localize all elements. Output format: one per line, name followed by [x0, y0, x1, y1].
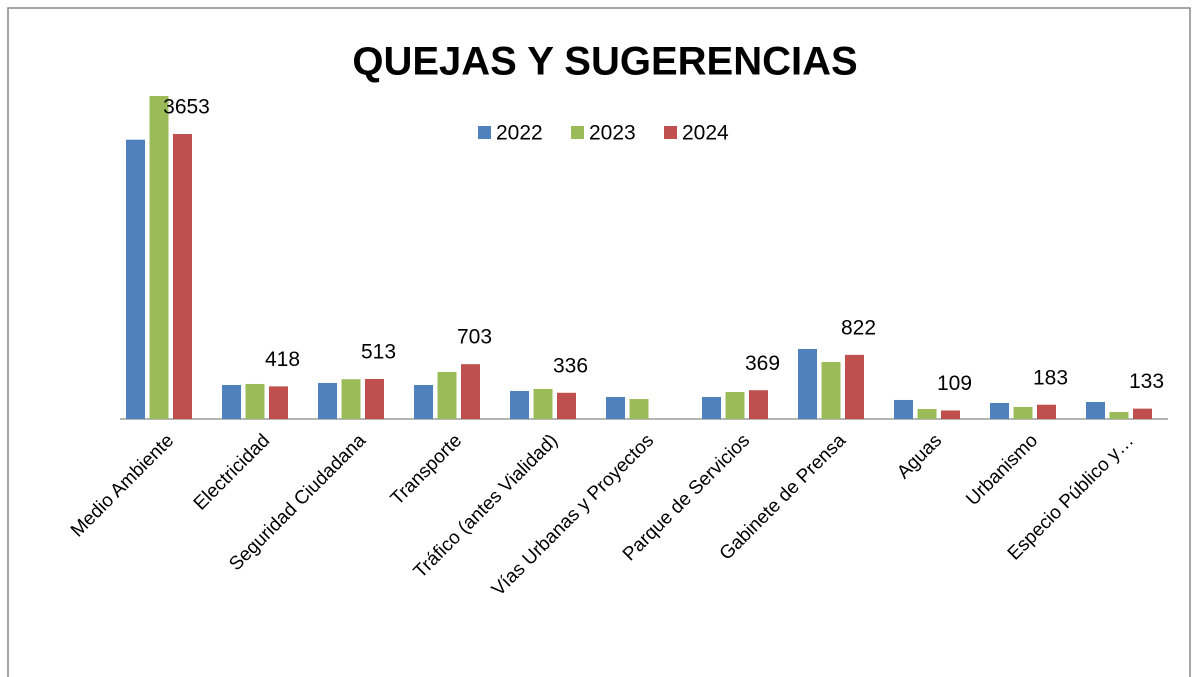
bar [269, 386, 288, 419]
bar [941, 410, 960, 419]
chart-title: QUEJAS Y SUGERENCIAS [352, 40, 857, 84]
data-label: 183 [1033, 366, 1068, 389]
bar [1013, 406, 1033, 419]
bar [222, 384, 241, 419]
data-label: 109 [937, 372, 972, 395]
bar [845, 354, 864, 419]
bar [798, 349, 817, 419]
legend-label: 2023 [589, 122, 636, 145]
legend-swatch [478, 126, 491, 139]
bar [414, 384, 433, 419]
data-label: 133 [1129, 370, 1164, 393]
bar [149, 96, 169, 419]
bar [557, 392, 576, 419]
data-label: 418 [265, 348, 300, 371]
data-label: 822 [841, 316, 876, 339]
legend-swatch [664, 126, 677, 139]
legend-swatch [571, 126, 584, 139]
bar [173, 133, 192, 419]
chart-frame [7, 7, 1191, 677]
bar [1037, 404, 1056, 419]
bar [1133, 408, 1152, 419]
legend-label: 2024 [682, 122, 729, 145]
bar [126, 139, 145, 419]
bar [510, 390, 529, 419]
bar [629, 399, 649, 419]
bar [917, 409, 937, 419]
bar [461, 364, 480, 419]
data-label: 369 [745, 352, 780, 375]
bar [245, 383, 265, 419]
bar [725, 392, 745, 419]
bar [821, 361, 841, 419]
bar [606, 396, 625, 419]
bar [365, 378, 384, 419]
bar [533, 388, 553, 419]
bar [318, 382, 337, 419]
data-label: 3653 [163, 96, 210, 119]
bar [1086, 401, 1105, 419]
bar [437, 371, 457, 419]
bar [894, 399, 913, 419]
bar [702, 396, 721, 419]
bar [749, 390, 768, 419]
legend-label: 2022 [496, 122, 543, 145]
data-label: 336 [553, 354, 588, 377]
bar [1109, 411, 1129, 419]
data-label: 703 [457, 326, 492, 349]
bar [990, 403, 1009, 419]
bar [341, 379, 361, 419]
data-label: 513 [361, 341, 396, 364]
